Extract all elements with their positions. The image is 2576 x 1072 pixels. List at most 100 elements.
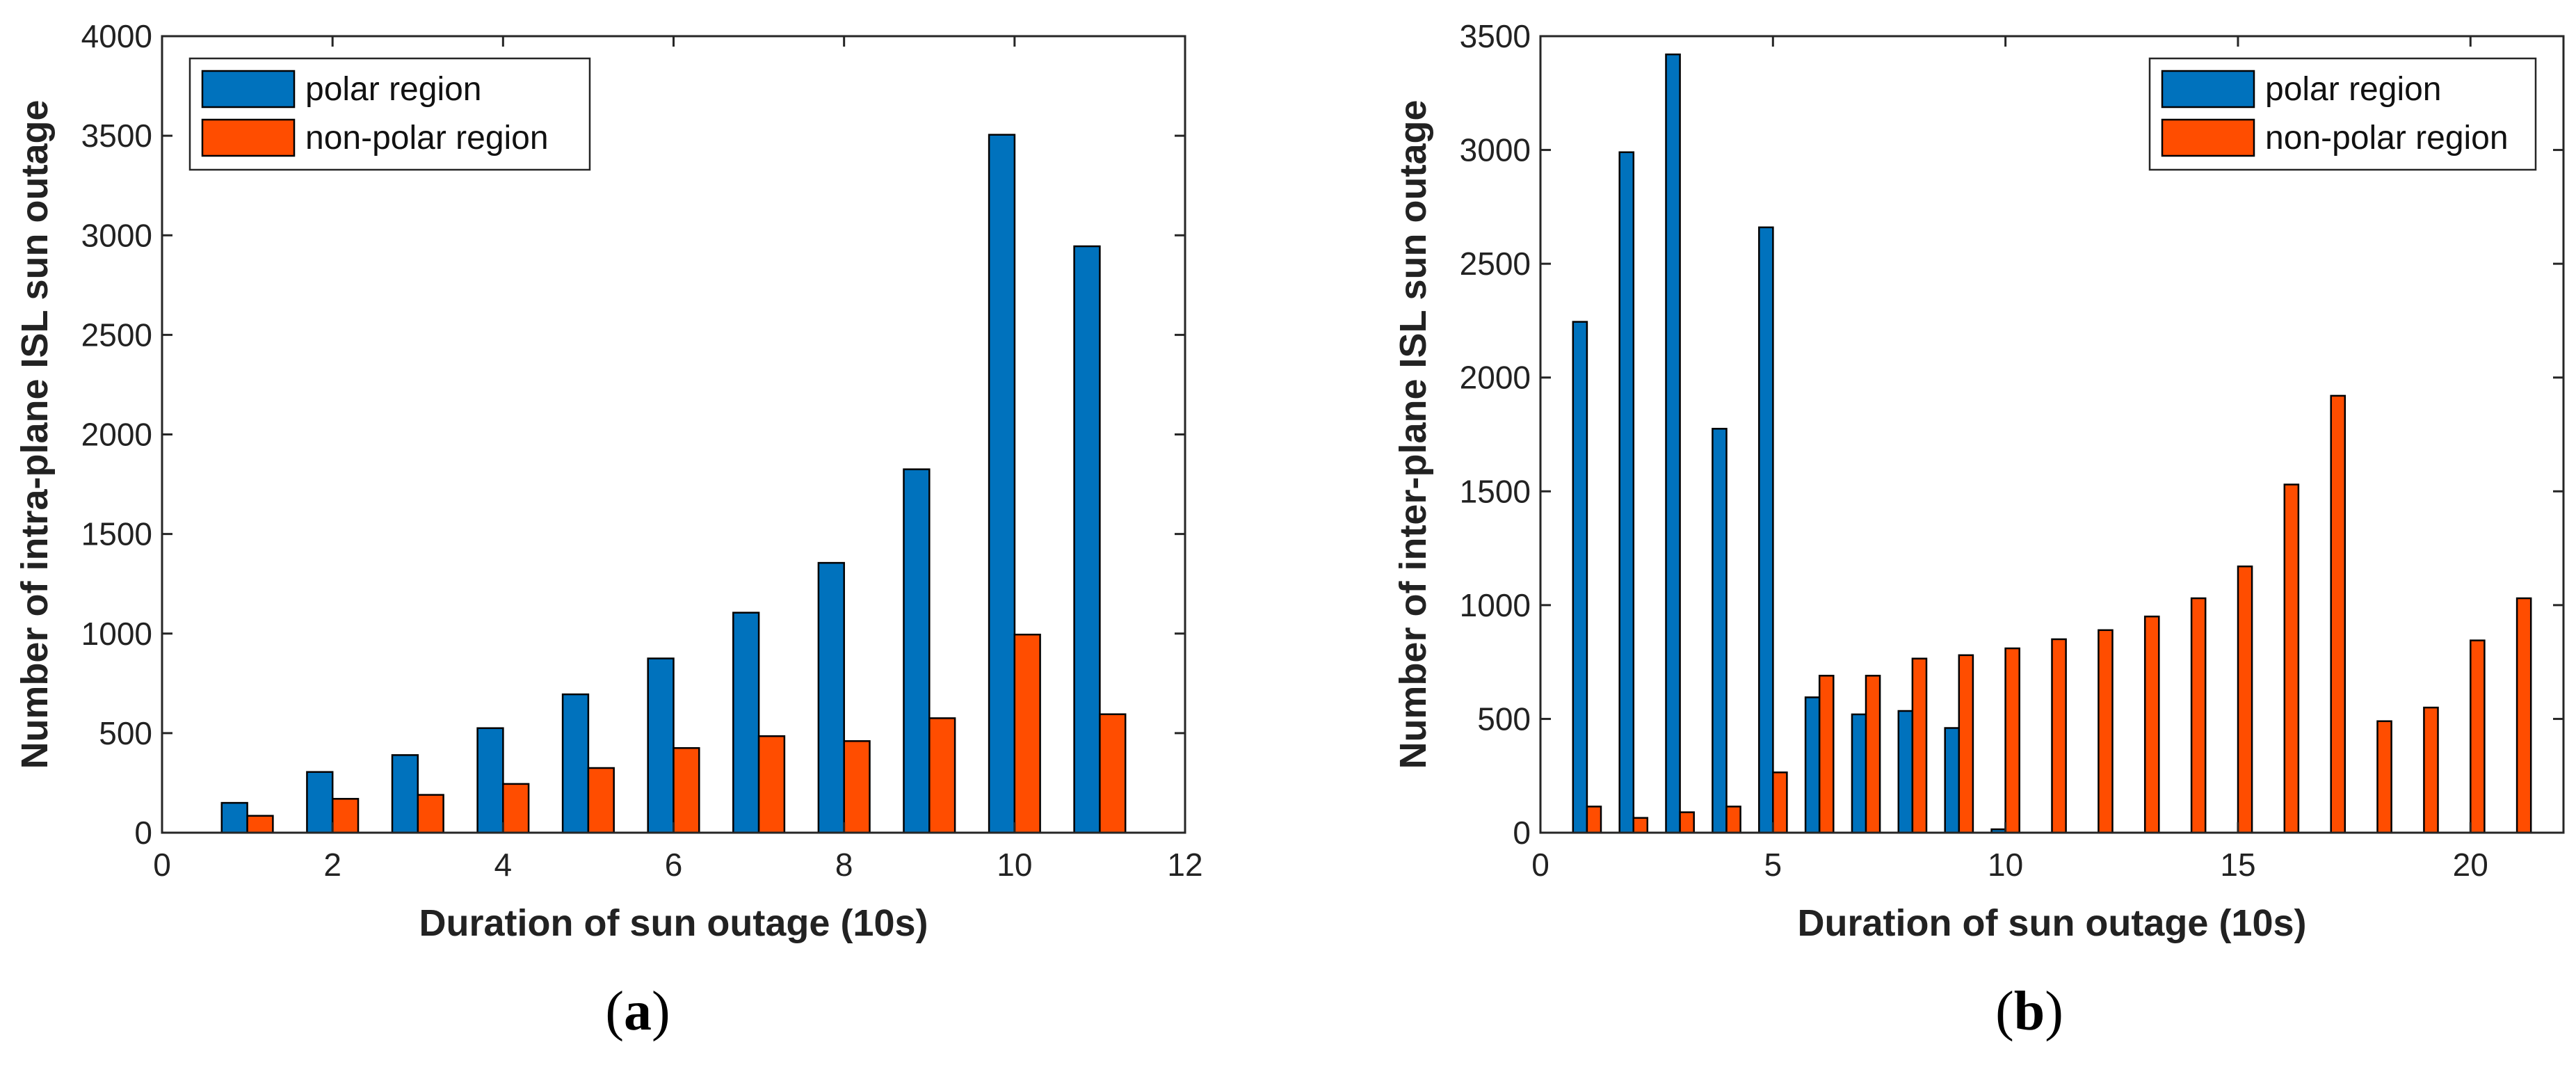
- y-tick-label: 3500: [1460, 18, 1531, 54]
- bar-nonpolar-8: [843, 740, 871, 834]
- bar-polar-9: [903, 468, 931, 834]
- bar-polar-4: [476, 727, 504, 834]
- x-tick-label: 6: [665, 847, 683, 883]
- bar-polar-9: [1944, 727, 1961, 834]
- bar-nonpolar-10: [2004, 647, 2020, 834]
- legend-swatch-polar: [201, 70, 296, 109]
- bar-nonpolar-19: [2423, 706, 2439, 834]
- bar-polar-3: [391, 754, 419, 834]
- y-tick-label: 2500: [81, 317, 152, 353]
- bar-polar-7: [732, 611, 760, 834]
- y-tick-label: 500: [99, 715, 152, 751]
- bar-polar-6: [1804, 696, 1821, 834]
- bar-polar-1: [220, 801, 248, 834]
- bar-nonpolar-6: [673, 747, 700, 834]
- bar-nonpolar-14: [2190, 597, 2207, 834]
- bar-nonpolar-17: [2330, 394, 2346, 834]
- legend: polar region non-polar region: [188, 57, 591, 171]
- y-tick-label: 0: [1513, 815, 1531, 851]
- y-tick-label: 500: [1477, 701, 1531, 737]
- legend-label: polar region: [305, 71, 482, 108]
- x-tick-label: 15: [2220, 847, 2255, 883]
- legend-swatch-nonpolar: [201, 118, 296, 157]
- bar-polar-6: [647, 657, 675, 834]
- chart-panel-a: 0 2 4 6 8 10 12 0 500 1000 1500 2000 2500 3000 3500 400…: [14, 18, 1203, 1042]
- bar-polar-11: [1073, 245, 1101, 834]
- y-tick-label: 0: [134, 815, 152, 851]
- bar-polar-5: [561, 693, 590, 834]
- bar-nonpolar-15: [2237, 565, 2253, 834]
- bar-nonpolar-1: [246, 815, 274, 834]
- x-tick-label: 5: [1764, 847, 1782, 883]
- y-tick-label: 3500: [81, 118, 152, 154]
- legend: polar region non-polar region: [2148, 57, 2537, 171]
- panel-label: (b): [1995, 981, 2063, 1042]
- bar-nonpolar-5: [1772, 771, 1788, 834]
- x-axis-title: Duration of sun outage (10s): [1797, 902, 2306, 944]
- x-tick-label: 0: [1531, 847, 1549, 883]
- legend-swatch-nonpolar: [2161, 118, 2255, 157]
- bar-nonpolar-13: [2143, 615, 2160, 834]
- bar-nonpolar-2: [1632, 817, 1649, 834]
- y-tick-label: 2500: [1460, 246, 1531, 282]
- y-tick-label: 1500: [1460, 473, 1531, 509]
- y-tick-label: 2000: [81, 417, 152, 453]
- x-tick-label: 10: [997, 847, 1032, 883]
- legend-label: polar region: [2265, 71, 2442, 108]
- panel-label: (a): [605, 981, 670, 1042]
- bar-nonpolar-8: [1911, 657, 1928, 834]
- bar-nonpolar-5: [587, 767, 615, 834]
- bar-nonpolar-2: [331, 798, 360, 834]
- bar-polar-10: [988, 134, 1016, 834]
- x-tick-label: 8: [835, 847, 853, 883]
- y-tick-label: 2000: [1460, 360, 1531, 396]
- chart-panel-b: 0 5 10 15 20 0 500 1000 1500 2000 2500 3000 3500 Dura…: [1392, 18, 2565, 1042]
- bar-nonpolar-3: [1679, 811, 1695, 834]
- y-tick-label: 3000: [81, 217, 152, 253]
- bar-nonpolar-10: [1013, 633, 1041, 834]
- bar-nonpolar-9: [928, 717, 956, 834]
- bar-nonpolar-9: [1958, 654, 1974, 834]
- y-tick-label: 1000: [1460, 587, 1531, 623]
- legend-label: non-polar region: [305, 120, 549, 157]
- bar-nonpolar-16: [2283, 483, 2300, 834]
- bar-nonpolar-1: [1586, 806, 1602, 834]
- legend-swatch-polar: [2161, 70, 2255, 109]
- legend-label: non-polar region: [2265, 120, 2509, 157]
- axes-box: [1539, 35, 2565, 834]
- bar-polar-2: [306, 771, 334, 834]
- y-axis-title: Number of inter-plane ISL sun outage: [1392, 99, 1434, 769]
- y-tick-label: 1000: [81, 616, 152, 652]
- bar-nonpolar-7: [1865, 675, 1881, 834]
- bar-nonpolar-18: [2376, 720, 2392, 834]
- bar-polar-5: [1758, 226, 1774, 834]
- bar-nonpolar-4: [502, 783, 530, 834]
- bar-polar-1: [1572, 321, 1588, 834]
- bar-nonpolar-21: [2515, 597, 2532, 834]
- bar-nonpolar-7: [757, 735, 786, 834]
- x-axis-title: Duration of sun outage (10s): [419, 902, 928, 944]
- bar-polar-8: [817, 561, 845, 834]
- x-tick-label: 20: [2453, 847, 2488, 883]
- x-tick-label: 10: [1988, 847, 2023, 883]
- bar-polar-8: [1897, 710, 1914, 834]
- bar-polar-2: [1618, 151, 1635, 834]
- x-tick-label: 12: [1167, 847, 1202, 883]
- bar-polar-7: [1851, 713, 1867, 834]
- y-axis-title: Number of intra-plane ISL sun outage: [14, 99, 56, 769]
- y-tick-label: 1500: [81, 516, 152, 552]
- x-tick-label: 2: [323, 847, 341, 883]
- bar-nonpolar-11: [2051, 638, 2067, 834]
- bar-nonpolar-20: [2470, 639, 2486, 834]
- bar-nonpolar-12: [2098, 629, 2114, 834]
- bar-nonpolar-11: [1099, 713, 1127, 834]
- x-tick-label: 0: [153, 847, 171, 883]
- bar-nonpolar-4: [1725, 806, 1741, 834]
- y-tick-label: 3000: [1460, 132, 1531, 168]
- y-tick-label: 4000: [81, 18, 152, 54]
- bar-nonpolar-3: [417, 794, 444, 834]
- bar-polar-3: [1665, 53, 1681, 834]
- x-tick-label: 4: [494, 847, 513, 883]
- bar-polar-4: [1712, 428, 1728, 834]
